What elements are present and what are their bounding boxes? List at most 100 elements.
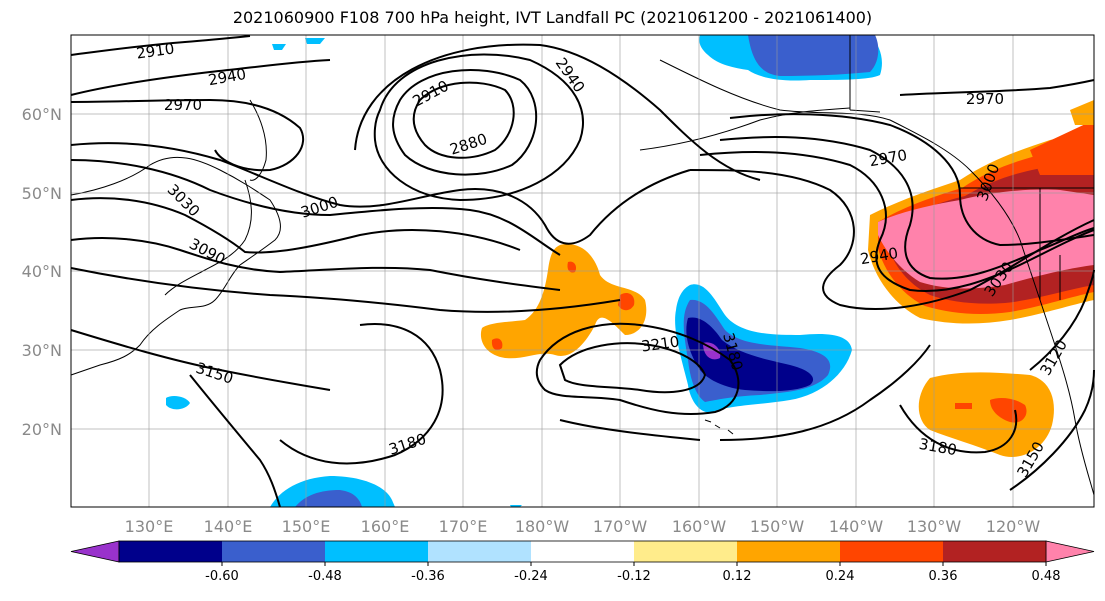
contour-se-3180: [899, 404, 1018, 454]
colorbar-tick-label: 0.48: [1032, 569, 1061, 584]
positive-anomaly-se-red: [990, 397, 1027, 423]
contour-3210-inner: [558, 342, 707, 394]
colorbar-extend-low: [70, 540, 120, 563]
colorbar-tick-label: -0.24: [514, 569, 548, 584]
map-frame: [70, 34, 1095, 508]
contour-3030: [70, 159, 561, 256]
lat-label: 60°N: [22, 105, 62, 124]
lon-label: 150°E: [282, 517, 331, 536]
contour-3090: [70, 237, 561, 291]
colorbar-tick-label: -0.48: [308, 569, 342, 584]
lon-label: 130°W: [907, 517, 962, 536]
positive-anomaly-coast: [1030, 120, 1094, 175]
colorbar-segment: [428, 541, 532, 562]
positive-anomaly-central-red2: [491, 338, 503, 350]
colorbar-segment: [943, 541, 1047, 562]
colorbar-tick-label: -0.60: [205, 569, 239, 584]
colorbar-tick-label: -0.12: [617, 569, 651, 584]
kamchatka-coastline: [249, 99, 267, 181]
positive-anomaly-coast2: [1070, 100, 1094, 125]
us-border: [960, 187, 1094, 300]
contour-2940-nw: [70, 59, 331, 96]
contour-ne-trough2: [699, 151, 1095, 292]
contour-ne-trough4: [729, 113, 1095, 247]
contour-low-center: [412, 81, 515, 159]
map-title: 2021060900 F108 700 hPa height, IVT Land…: [232, 8, 873, 27]
contour-label: 2970: [164, 96, 202, 114]
contour-label: 2910: [135, 39, 175, 62]
negative-anomaly-north-dark: [748, 35, 879, 76]
lat-label: 30°N: [22, 341, 62, 360]
contour-low-ring3: [373, 53, 584, 202]
positive-anomaly-central: [480, 244, 647, 359]
colorbar-segment: [119, 541, 223, 562]
positive-anomaly-central-red1: [618, 293, 635, 311]
negative-anomaly-central-dark: [686, 317, 814, 392]
longitude-labels: 130°E 140°E 150°E 160°E 170°E 180°W 170°…: [125, 517, 1041, 536]
colorbar-segment: [634, 541, 738, 562]
colorbar-tick-label: 0.12: [723, 569, 752, 584]
contour-3000: [70, 142, 691, 245]
contour-label: 3210: [640, 332, 680, 355]
coastlines: [70, 35, 1095, 496]
contour-ne-trough3: [719, 136, 1095, 280]
lon-label: 130°E: [125, 517, 174, 536]
positive-anomaly-central-red3: [567, 261, 577, 273]
contour-3210-ring: [535, 322, 740, 416]
asia-coastline: [70, 156, 281, 376]
contour-north-2970: [899, 79, 1095, 96]
contour-label: 2970: [966, 90, 1004, 108]
graticule: [71, 35, 1094, 507]
contour-se-3180b: [1029, 269, 1095, 371]
canada-border: [849, 35, 881, 113]
lon-label: 140°E: [204, 517, 253, 536]
contour-sw-3150: [189, 374, 281, 508]
negative-anomaly-small-nw: [272, 44, 286, 50]
colorbar-tick-label: -0.36: [411, 569, 445, 584]
contour-3150: [70, 329, 331, 391]
contour-2970-nw: [70, 98, 305, 172]
contour-3120: [70, 267, 621, 313]
lon-label: 140°W: [829, 517, 884, 536]
colorbar-segment: [222, 541, 326, 562]
colorbar-segment: [737, 541, 841, 562]
contour-low-ring2: [392, 69, 538, 176]
colorbar-frame: [118, 540, 1047, 563]
contour-ne-trough1: [689, 169, 1095, 310]
lat-label: 40°N: [22, 262, 62, 281]
positive-anomaly-se: [918, 372, 1054, 457]
lat-label: 50°N: [22, 184, 62, 203]
colorbar-tick-label: 0.36: [929, 569, 958, 584]
alaska-coastline: [659, 59, 1095, 496]
lon-label: 180°W: [515, 517, 570, 536]
negative-anomaly-north-small: [305, 38, 325, 44]
japan-coastline: [164, 179, 252, 296]
contour-3180-west: [559, 419, 701, 441]
height-contours: [70, 35, 1095, 508]
colorbar-extend-high: [1045, 540, 1095, 563]
negative-anomaly-south-west: [166, 395, 190, 410]
lon-label: 170°W: [593, 517, 648, 536]
colorbar: -0.60 -0.48 -0.36 -0.24 -0.12 0.12 0.24 0.36 0.4…: [70, 540, 1095, 584]
lon-label: 160°E: [361, 517, 410, 536]
lon-label: 170°E: [439, 517, 488, 536]
colorbar-segment: [840, 541, 944, 562]
contour-2910-nw: [70, 35, 251, 56]
lon-label: 150°W: [750, 517, 805, 536]
contour-ring-large: [354, 43, 761, 181]
lon-label: 160°W: [672, 517, 727, 536]
colorbar-tick-label: 0.24: [826, 569, 855, 584]
negative-anomaly-south-dark: [295, 490, 362, 507]
aleutian-coastline: [639, 107, 851, 151]
contour-3180: [279, 323, 444, 465]
contour-3180-east: [719, 344, 931, 441]
contour-se-3150: [1009, 369, 1095, 491]
colorbar-segment: [325, 541, 429, 562]
lat-label: 20°N: [22, 420, 62, 439]
colorbar-segment: [531, 541, 635, 562]
latitude-labels: 60°N 50°N 40°N 30°N 20°N: [22, 105, 62, 439]
positive-anomaly-se-red2: [955, 403, 972, 409]
lon-label: 120°W: [986, 517, 1041, 536]
hawaii-islands: [704, 419, 734, 435]
